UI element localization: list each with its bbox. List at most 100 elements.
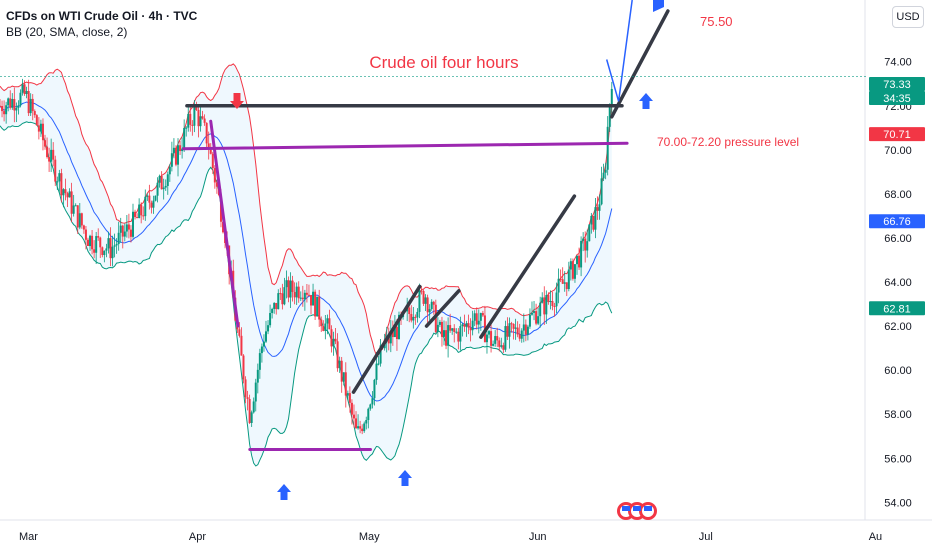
candle-body <box>307 294 310 296</box>
candle-body <box>357 426 360 429</box>
band-fill <box>0 63 612 467</box>
candle-body <box>310 295 313 306</box>
candle-body <box>375 363 378 380</box>
candle-body <box>60 173 63 196</box>
rise-trendline-3 <box>479 194 577 339</box>
candle-body <box>121 225 124 237</box>
candle-body <box>440 321 443 337</box>
price-tick-label: 54.00 <box>884 497 912 509</box>
candle-body <box>488 331 491 335</box>
candle-body <box>89 235 92 247</box>
candle-body <box>610 88 613 105</box>
candle-body <box>197 109 200 127</box>
candle-body <box>11 98 14 108</box>
candle-body <box>271 308 274 314</box>
price-tick-label: 62.00 <box>884 321 912 333</box>
candle-body <box>150 202 153 208</box>
indicator-legend[interactable]: BB (20, SMA, close, 2) <box>6 25 128 39</box>
candle-body <box>590 215 593 225</box>
candle-body <box>301 297 304 300</box>
candle-body <box>518 334 521 339</box>
currency-button[interactable]: USD <box>892 6 924 28</box>
candle-body <box>465 323 468 327</box>
candle-body <box>58 173 61 182</box>
candle-body <box>551 300 554 307</box>
candle-body <box>242 355 245 380</box>
sell-arrow-april <box>230 93 244 109</box>
candle-body <box>445 330 448 346</box>
candle-body <box>250 412 253 423</box>
candle-body <box>164 185 167 188</box>
candle-body <box>336 341 339 369</box>
candle-body <box>438 321 441 325</box>
candle-body <box>95 236 98 253</box>
candle-body <box>3 111 6 115</box>
candle-body <box>539 302 542 317</box>
candle-body <box>27 91 30 114</box>
time-tick-label: May <box>359 531 380 543</box>
candle-body <box>127 224 130 230</box>
candle-body <box>193 106 196 126</box>
upper-band-line <box>0 63 613 357</box>
candle-body <box>152 200 155 208</box>
candle-body <box>201 116 204 119</box>
candle-body <box>0 105 1 107</box>
price-tick-label: 60.00 <box>884 365 912 377</box>
decline-line <box>209 119 240 328</box>
candle-body <box>514 327 517 329</box>
candle-body <box>412 316 415 321</box>
candle-body <box>479 313 482 321</box>
candle-body <box>498 340 501 347</box>
price-tick-label: 56.00 <box>884 453 912 465</box>
candle-body <box>215 182 218 187</box>
candle-body <box>209 149 212 154</box>
candle-body <box>273 302 276 309</box>
time-axis: Mar Apr May Jun Jul Au <box>19 531 882 543</box>
candle-body <box>391 331 394 338</box>
candle-body <box>426 297 429 313</box>
candle-body <box>44 140 47 147</box>
candle-body <box>449 325 452 331</box>
candle-body <box>103 250 106 256</box>
economic-events-icon[interactable] <box>617 502 657 520</box>
candle-body <box>64 189 67 194</box>
time-tick-label: Au <box>869 531 882 543</box>
candle-body <box>125 224 128 232</box>
candle-body <box>267 325 270 332</box>
candle-body <box>342 372 345 382</box>
drawings-layer <box>182 0 670 500</box>
candle-body <box>293 291 296 298</box>
price-tag-label: 70.71 <box>883 129 911 141</box>
candle-body <box>160 175 163 190</box>
candle-body <box>453 328 456 332</box>
candle-body <box>142 215 145 217</box>
price-tag-label: 73.33 <box>883 79 911 91</box>
candle-body <box>561 279 564 284</box>
candle-body <box>76 205 79 228</box>
candle-body <box>211 153 214 169</box>
candle-body <box>131 211 134 237</box>
candle-body <box>15 107 18 111</box>
price-tag-box <box>869 77 925 91</box>
price-tag-label: 66.76 <box>883 216 911 228</box>
candle-body <box>84 229 87 240</box>
symbol-title[interactable]: CFDs on WTI Crude Oil · 4h · TVC <box>6 9 198 23</box>
candle-body <box>136 217 139 219</box>
candle-body <box>115 244 118 246</box>
candle-body <box>608 104 611 127</box>
candle-body <box>363 423 366 432</box>
candle-body <box>410 314 413 321</box>
candle-body <box>443 330 446 337</box>
candle-body <box>528 314 531 327</box>
candle-body <box>553 306 556 308</box>
candle-body <box>179 145 182 152</box>
candle-body <box>416 311 419 318</box>
pressure-level-label: 70.00-72.20 pressure level <box>657 135 799 149</box>
candle-body <box>547 295 550 303</box>
time-tick-label: Jun <box>529 531 547 543</box>
candle-body <box>584 238 587 251</box>
buy-arrow-april <box>277 484 291 500</box>
candle-body <box>600 178 603 205</box>
candle-body <box>598 204 601 211</box>
